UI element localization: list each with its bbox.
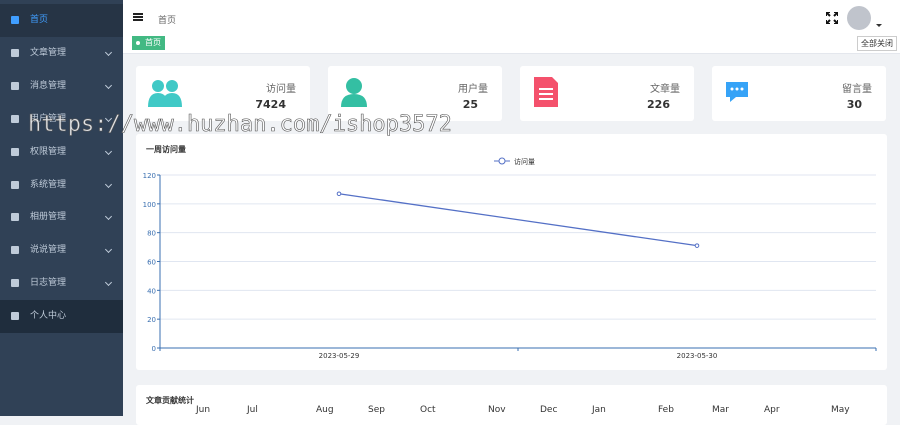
y-tick-label: 20 — [147, 316, 156, 324]
y-tick-label: 80 — [147, 230, 156, 238]
month-label: Sep — [368, 405, 385, 415]
month-label: Mar — [712, 405, 729, 415]
stat-card: 访问量 7424 — [136, 66, 310, 121]
stat-icon — [148, 80, 182, 107]
point — [336, 191, 342, 197]
submenu-arrow — [104, 81, 113, 89]
menu-label: 权限管理 — [30, 146, 67, 157]
breadcrumb[interactable]: 首页 — [158, 16, 177, 26]
menu-icon — [11, 16, 19, 24]
month-label: Nov — [488, 405, 506, 415]
menu-label: 消息管理 — [30, 80, 67, 91]
month-label: Jun — [196, 405, 211, 415]
stat-label: 访问量 — [266, 84, 296, 95]
y-tick-label: 120 — [143, 172, 156, 180]
menu-label: 个人中心 — [30, 311, 67, 322]
stat-value: 7424 — [255, 98, 286, 111]
avatar[interactable] — [847, 6, 871, 30]
point — [694, 243, 700, 248]
y-tick-label: 0 — [152, 345, 156, 353]
menu-icon — [11, 279, 19, 288]
stat-label: 文章量 — [650, 84, 680, 95]
x-tick-label: 2023-05-30 — [677, 352, 718, 360]
menu-label: 系统管理 — [30, 179, 67, 190]
menu-icon — [11, 180, 19, 189]
menu-toggle[interactable] — [133, 13, 143, 21]
stat-label: 留言量 — [842, 84, 872, 95]
stat-icon — [341, 78, 367, 107]
menu-item[interactable]: 文章管理 — [0, 37, 123, 70]
sidebar: 首页文章管理消息管理用户管理权限管理系统管理相册管理说说管理日志管理个人中心 — [0, 0, 123, 416]
menu-item[interactable]: 权限管理 — [0, 136, 123, 169]
submenu-arrow — [104, 147, 113, 155]
menu-label: 相册管理 — [30, 212, 67, 223]
close-all-button[interactable]: 全部关闭 — [857, 36, 897, 51]
chart-card: 一周访问量 0 20 40 60 80 100 120 2023-05-29 2023-05-3… — [136, 134, 887, 370]
submenu-arrow — [104, 279, 113, 287]
stat-card: 文章量 226 — [520, 66, 694, 121]
submenu-arrow — [104, 246, 113, 254]
menu-icon — [11, 81, 19, 90]
menu-icon — [11, 48, 19, 57]
menu-item[interactable]: 系统管理 — [0, 169, 123, 202]
menu-item[interactable]: 相册管理 — [0, 201, 123, 234]
menu-label: 用户管理 — [30, 113, 67, 124]
menu-item[interactable]: 用户管理 — [0, 103, 123, 136]
stat-value: 25 — [462, 98, 478, 111]
y-tick-label: 60 — [147, 259, 156, 267]
menu-icon — [11, 213, 19, 222]
menu-label: 说说管理 — [30, 245, 67, 256]
tab-label: 首页 — [145, 38, 161, 47]
stat-value: 30 — [846, 98, 862, 111]
watermark: https://www.huzhan.com/ishop3572 — [28, 112, 452, 138]
menu-item[interactable]: 日志管理 — [0, 267, 123, 300]
stat-label: 用户量 — [458, 84, 488, 95]
contribution-card: 文章贡献统计 Jun Jul Aug Sep Oct Nov Dec Jan Feb Mar Apr… — [136, 385, 887, 425]
menu-icon — [11, 246, 19, 255]
month-label: May — [831, 405, 850, 415]
y-tick-label: 40 — [147, 287, 156, 295]
fullscreen[interactable] — [826, 12, 838, 24]
stat-value: 226 — [647, 98, 670, 111]
legend-marker — [498, 157, 506, 165]
month-label: Feb — [658, 405, 674, 415]
avatar-caret[interactable] — [876, 24, 882, 30]
month-label: Dec — [540, 405, 558, 415]
menu-icon — [11, 147, 19, 156]
top-bar: 首页 — [123, 0, 900, 33]
month-label: Oct — [420, 405, 436, 415]
contribution-title: 文章贡献统计 — [146, 396, 194, 405]
stat-card: 用户量 25 — [328, 66, 502, 121]
submenu-arrow — [104, 48, 113, 56]
menu-item[interactable]: 消息管理 — [0, 70, 123, 103]
chart-title: 一周访问量 — [146, 144, 186, 154]
stat-card: 留言量 30 — [712, 66, 886, 121]
menu-item[interactable]: 说说管理 — [0, 234, 123, 267]
month-label: Jul — [247, 405, 258, 415]
month-label: Jan — [592, 405, 606, 415]
y-tick-label: 100 — [143, 201, 156, 209]
menu-icon — [11, 114, 19, 123]
tabs-bar: 首页 全部关闭 — [123, 33, 900, 54]
menu-item[interactable]: 个人中心 — [0, 300, 123, 334]
stat-icon — [534, 77, 558, 107]
month-label: Aug — [316, 405, 334, 415]
menu-label: 日志管理 — [30, 278, 67, 289]
submenu-arrow — [104, 180, 113, 188]
legend-label: 访问量 — [514, 157, 535, 166]
month-label: Apr — [764, 405, 780, 415]
menu-item[interactable]: 首页 — [0, 4, 123, 37]
menu-label: 首页 — [30, 15, 49, 25]
chart: 一周访问量 0 20 40 60 80 100 120 2023-05-29 2023-05-3… — [143, 144, 877, 360]
tab[interactable]: 首页 — [132, 36, 165, 50]
stat-icon — [726, 82, 748, 102]
menu-icon — [11, 312, 19, 321]
line — [338, 193, 698, 247]
x-tick-label: 2023-05-29 — [319, 352, 360, 360]
menu-label: 文章管理 — [30, 47, 67, 58]
submenu-arrow — [104, 213, 113, 221]
